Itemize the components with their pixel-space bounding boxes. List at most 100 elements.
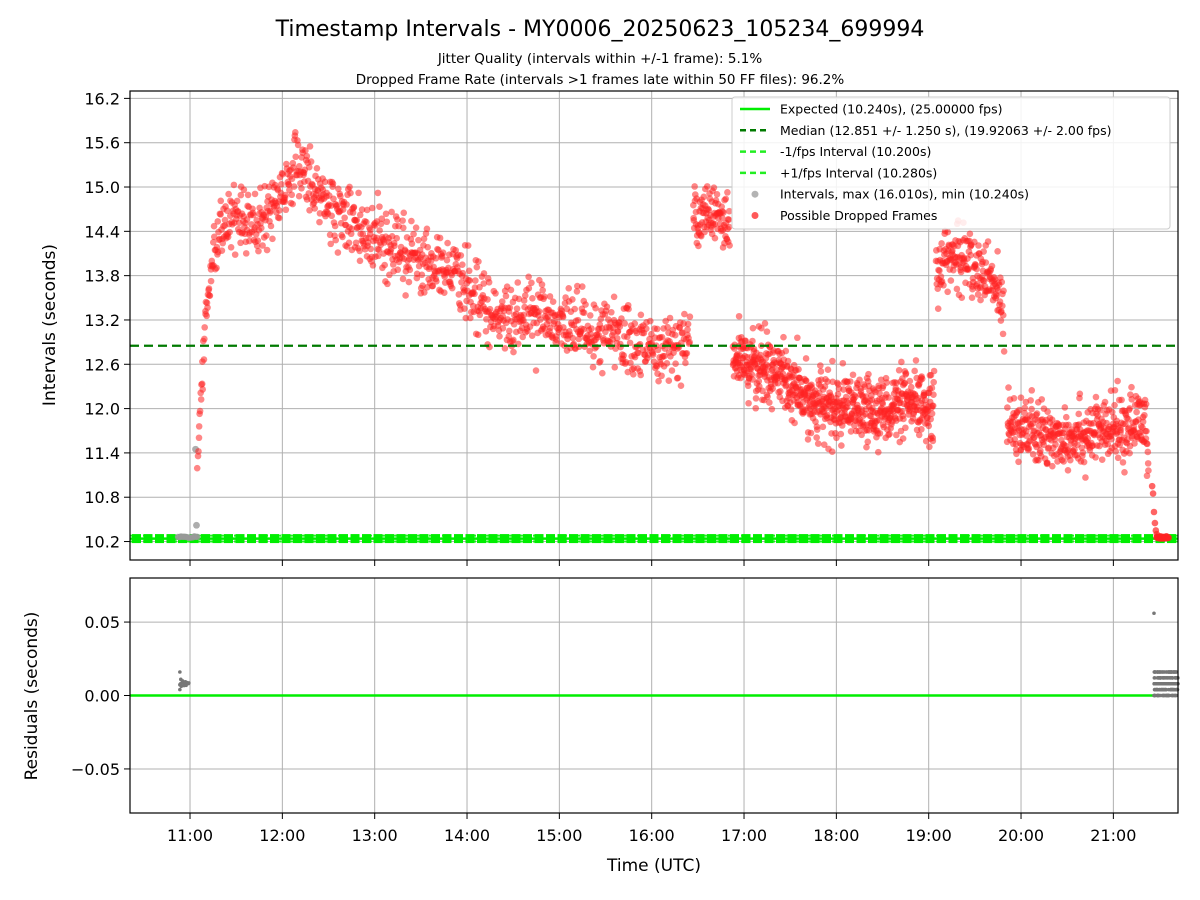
dropped-frame-point [345,239,353,247]
dropped-frame-point [506,304,514,311]
dropped-frame-point [1149,490,1157,497]
dropped-frame-point [966,230,974,238]
dropped-frame-point [752,395,760,402]
dropped-frame-point [378,215,386,222]
expected-marker [1075,534,1084,544]
dropped-frame-point [408,240,416,247]
top-y-tick-label: 16.2 [84,89,120,108]
expected-marker [258,534,268,544]
dropped-frame-point [362,218,370,226]
dropped-frame-point [725,207,733,215]
dropped-frame-point [505,332,513,340]
dropped-frame-point [813,434,820,441]
dropped-frame-point [292,153,300,161]
dropped-frame-point [1119,459,1127,466]
dropped-frame-point [331,222,339,230]
dropped-frame-point [376,227,383,234]
dropped-frame-point [282,191,289,199]
dropped-frame-point [780,333,787,341]
dropped-frame-point [553,336,560,343]
dropped-frame-point [335,185,342,193]
dropped-frame-point [1112,448,1120,455]
expected-marker [408,534,417,544]
dropped-frame-point [1015,458,1022,466]
dropped-frame-point [356,211,364,219]
dropped-frame-point [590,352,597,360]
dropped-frame-point [298,184,305,192]
top-y-tick-label: 12.6 [84,355,120,374]
dropped-frame-point [353,216,361,224]
expected-marker [1017,534,1027,544]
expected-marker [764,534,774,544]
expected-marker [994,534,1004,544]
dropped-frame-point [700,193,708,201]
dropped-frame-point [363,206,371,214]
dropped-frame-point [424,243,432,251]
dropped-frame-point [369,262,377,269]
dropped-frame-point [756,383,763,390]
dropped-frame-point [251,190,259,198]
dropped-frame-point [763,328,771,335]
dropped-frame-point [388,208,395,216]
dropped-frame-point [230,181,238,189]
dropped-frame-point [532,367,540,374]
dropped-frame-point [203,312,210,320]
dropped-frame-point [1148,482,1156,490]
dropped-frame-point [893,431,900,439]
expected-marker [488,534,498,544]
expected-marker [1098,534,1107,544]
dropped-frame-point [200,356,208,363]
dropped-frame-point [282,206,290,214]
dropped-frame-point [666,314,674,322]
expected-marker [787,534,797,544]
dropped-frame-point [1097,406,1104,414]
dropped-frame-point [1141,411,1148,419]
dropped-frame-point [347,230,355,238]
dropped-frame-point [303,152,311,160]
dropped-frame-point [768,405,776,413]
dropped-frame-point [207,277,215,285]
dropped-frame-point [1111,401,1118,409]
dropped-frame-point [596,357,604,365]
dropped-frame-point [1067,456,1074,464]
dropped-frame-point [405,278,413,286]
residual-point [1167,676,1172,680]
dropped-frame-point [482,328,490,335]
dropped-frame-point [337,192,344,200]
expected-marker [753,534,762,544]
dropped-frame-point [295,192,303,200]
expected-marker [707,534,716,544]
dropped-frame-point [899,435,907,442]
dropped-frame-point [311,205,319,212]
dropped-frame-point [1062,413,1070,421]
dropped-frame-point [475,258,482,265]
expected-marker [638,534,647,544]
dropped-frame-point [664,323,671,331]
expected-marker [856,534,866,544]
expected-marker [603,534,613,544]
dropped-frame-point [1010,395,1018,402]
residual-point [1156,681,1161,686]
bottom-y-tick-label: 0.00 [84,687,120,706]
dropped-frame-point [288,175,296,183]
dropped-frame-point [1065,421,1072,429]
dropped-frame-point [498,298,506,305]
dropped-frame-point [1084,435,1092,442]
dropped-frame-point [1038,396,1046,403]
residual-point [1166,693,1171,698]
expected-marker [155,534,164,544]
dropped-frame-point [406,266,414,274]
dropped-frame-point [921,396,929,404]
dropped-frame-point [233,197,241,205]
dropped-frame-point [410,230,417,238]
dropped-frame-point [574,316,582,324]
dropped-frame-point [1048,416,1056,423]
dropped-frame-point [269,235,276,243]
dropped-frame-point [817,368,825,375]
dropped-frame-point [668,367,676,374]
dropped-frame-point [879,400,887,408]
expected-marker [339,534,348,544]
dropped-frame-point [492,290,499,297]
dropped-frame-point [480,270,488,277]
dropped-frame-point [199,386,207,393]
